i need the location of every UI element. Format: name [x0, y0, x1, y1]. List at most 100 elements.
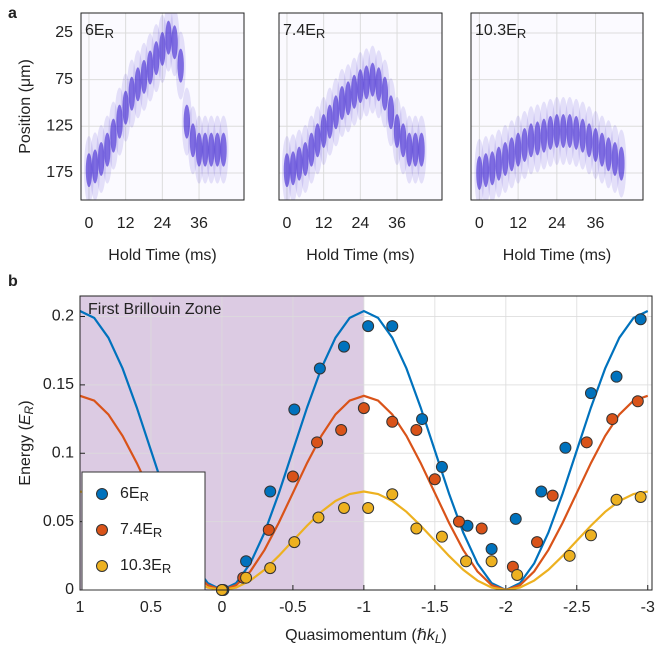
atom-cloud	[302, 141, 309, 176]
panel-title: 7.4ER	[283, 22, 325, 41]
atom-cloud	[344, 81, 352, 116]
atom-cloud	[308, 132, 315, 167]
data-point	[312, 511, 325, 524]
atom-cloud	[195, 132, 203, 167]
atom-cloud	[159, 31, 166, 66]
atom-cloud	[399, 123, 407, 158]
atom-cloud	[495, 146, 502, 181]
y-tick-label: 175	[46, 164, 73, 181]
atom-cloud	[332, 95, 340, 130]
data-point	[452, 515, 465, 528]
atom-cloud	[289, 151, 297, 186]
atom-cloud	[283, 153, 291, 188]
x-tick-label: 36	[388, 215, 406, 232]
x-axis-label: Hold Time (ms)	[306, 247, 414, 264]
y-tick-label: 0.15	[43, 376, 74, 393]
legend-marker	[96, 524, 108, 536]
atom-cloud	[320, 113, 327, 148]
data-point	[535, 485, 548, 498]
legend-label-part: R	[153, 525, 162, 540]
atom-cloud	[560, 113, 567, 148]
data-point	[610, 370, 623, 383]
y-axis-label-part: Energy (	[17, 424, 34, 485]
data-point	[531, 536, 544, 549]
image-content	[471, 13, 643, 200]
data-point	[240, 555, 253, 568]
panel-title-part: 7.4E	[283, 22, 316, 39]
x-axis-label-part: )	[442, 627, 447, 644]
data-point	[634, 313, 647, 326]
y-tick-label: 0	[65, 581, 74, 598]
annotation: First Brillouin Zone	[88, 301, 221, 318]
data-point	[264, 562, 277, 575]
x-tick-label: 24	[548, 215, 566, 232]
panel-label: b	[8, 273, 18, 290]
atom-cloud	[214, 132, 221, 167]
atom-cloud	[295, 146, 303, 181]
y-tick-label: 25	[55, 24, 73, 41]
atom-cloud	[110, 118, 117, 153]
data-point	[511, 568, 524, 581]
x-tick-label: 1	[76, 599, 85, 616]
data-point	[240, 571, 253, 584]
atom-cloud	[482, 153, 490, 188]
atom-cloud	[418, 132, 425, 167]
atom-cloud	[579, 118, 586, 153]
atom-cloud	[393, 113, 401, 148]
x-tick-label: 0	[84, 215, 93, 232]
data-point	[338, 340, 350, 353]
panel-label: a	[8, 5, 17, 22]
atom-cloud	[381, 76, 389, 111]
legend-label: 7.4ER	[120, 521, 162, 540]
data-point	[264, 485, 277, 498]
x-tick-label: 12	[509, 215, 527, 232]
legend-label: 6ER	[120, 485, 149, 504]
x-tick-label: 0	[475, 215, 484, 232]
atom-cloud	[326, 104, 333, 139]
legend-label-part: 10.3E	[120, 557, 162, 574]
x-axis-label-part: Quasimomentum (	[285, 627, 417, 644]
x-tick-label: 36	[190, 215, 208, 232]
data-point	[338, 501, 350, 514]
atom-cloud	[208, 132, 215, 167]
legend-label-part: R	[140, 489, 149, 504]
atom-cloud	[171, 25, 178, 60]
x-tick-label: 12	[117, 215, 135, 232]
legend-label: 10.3ER	[120, 557, 171, 576]
atom-cloud	[177, 48, 184, 83]
x-tick-label: 24	[153, 215, 171, 232]
x-tick-label: 0	[282, 215, 291, 232]
atom-cloud	[189, 123, 197, 158]
data-point	[416, 413, 429, 426]
y-tick-label: 0.2	[52, 308, 74, 325]
panel-title-part: R	[517, 26, 526, 41]
data-point	[386, 415, 399, 428]
x-tick-label: -3	[641, 599, 655, 616]
x-tick-label: 12	[315, 215, 333, 232]
atom-cloud	[85, 153, 93, 188]
atom-cloud	[489, 151, 496, 186]
y-tick-label: 75	[55, 71, 73, 88]
atom-cloud	[220, 132, 227, 167]
data-point	[606, 413, 619, 426]
data-point	[634, 491, 647, 504]
data-point	[631, 395, 644, 408]
x-tick-label: 0	[217, 599, 226, 616]
data-point	[410, 522, 423, 535]
y-tick-label: 125	[46, 118, 73, 135]
data-point	[262, 523, 275, 536]
atom-cloud	[351, 74, 358, 109]
image-content	[279, 13, 442, 200]
axes-frame	[79, 295, 653, 591]
data-point	[610, 493, 623, 506]
data-point	[288, 403, 301, 416]
atom-cloud	[91, 149, 99, 184]
atom-cloud	[521, 127, 528, 162]
atom-cloud	[153, 41, 160, 76]
data-point	[362, 501, 375, 514]
atom-cloud	[547, 115, 554, 150]
data-point	[362, 320, 375, 333]
x-tick-label: 36	[587, 215, 605, 232]
